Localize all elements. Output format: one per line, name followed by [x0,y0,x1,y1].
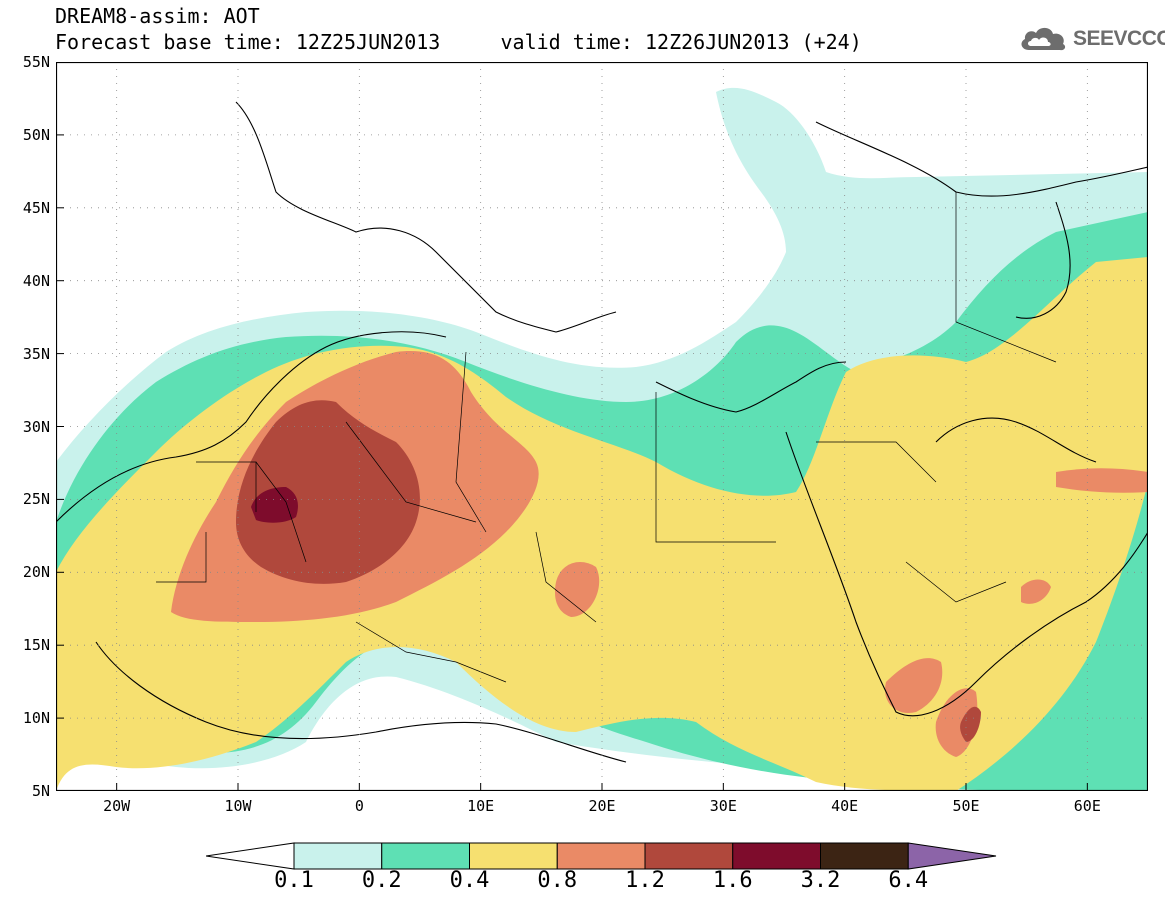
colorbar-min-arrow [206,842,295,870]
colorbar-label: 1.6 [712,868,753,893]
map-title: DREAM8-assim: AOT [55,4,260,28]
lat-tick-label: 50N [22,125,50,144]
aot-contour-0.8-yemen [885,658,943,713]
lon-tick-label: 20W [103,797,131,815]
lat-tick-label: 5N [31,782,50,800]
lat-tick-label: 55N [22,53,50,71]
colorbar-label: 0.2 [361,868,402,893]
aot-contour-1.2-horn [960,706,981,742]
lon-tick-label: 10E [467,797,495,815]
logo-text: SEEVCCC [1073,27,1165,50]
colorbar-label: 0.1 [274,868,314,893]
aot-contour-1.2 [236,400,420,584]
cloud-icon [1021,27,1066,51]
lat-tick-label: 10N [22,709,50,728]
lon-tick-label: 60E [1073,797,1101,815]
aot-contour-0.8-iran [1056,468,1148,493]
lat-tick-label: 15N [22,636,50,655]
lat-tick-label: 35N [22,344,50,363]
colorbar-label: 3.2 [800,868,841,893]
lon-tick-label: 0 [354,797,364,815]
colorbar-swatch [556,842,646,870]
coastlines [56,101,1148,763]
aot-contour-1.6 [251,487,298,523]
colorbar-swatch [381,842,470,870]
lat-lon-grid [56,62,1148,791]
colorbar-label: 0.8 [537,868,578,893]
colorbar-swatch [820,842,909,870]
seevccc-logo: SEEVCCC [1017,22,1165,56]
lat-tick-label: 25N [22,490,50,509]
forecast-times: Forecast base time: 12Z25JUN2013 valid t… [55,30,862,54]
axis-ticks [56,62,1088,791]
colorbar-swatch [469,842,558,870]
colorbar-label: 1.2 [625,868,665,893]
lon-tick-label: 10W [224,797,252,815]
lon-tick-label: 40E [831,797,859,815]
colorbar-max-arrow [907,842,997,870]
aot-colorbar [206,842,997,870]
lat-tick-label: 45N [22,198,50,217]
lon-tick-label: 30E [709,797,737,815]
colorbar-swatch [293,842,383,870]
lon-tick-label: 50E [952,797,980,815]
lon-tick-label: 20E [588,797,616,815]
colorbar-swatch [732,842,821,870]
aot-map [56,62,1148,791]
lat-tick-label: 20N [22,563,50,582]
aot-contour-0.8-chad [554,562,600,617]
aot-contour-0.8-oman [1021,579,1051,604]
lat-tick-label: 30N [22,417,50,436]
lat-tick-label: 40N [22,271,50,290]
colorbar-label: 6.4 [888,868,929,893]
colorbar-swatch [644,842,734,870]
colorbar-label: 0.4 [449,868,490,893]
